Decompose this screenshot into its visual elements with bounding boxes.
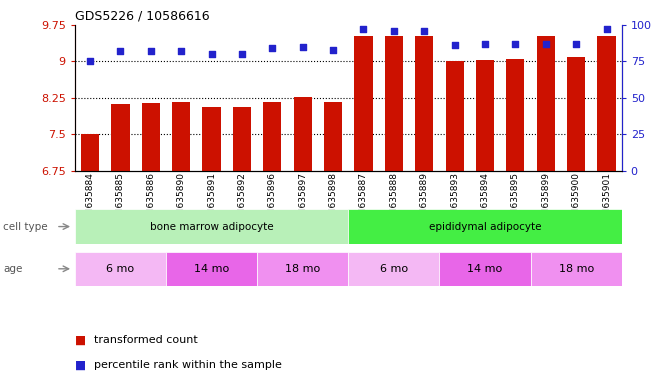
Text: 18 mo: 18 mo [285, 264, 320, 274]
Bar [415, 36, 434, 171]
Bar [445, 61, 464, 171]
Point [480, 41, 490, 47]
Point [298, 44, 308, 50]
Point [267, 45, 277, 51]
Text: 14 mo: 14 mo [467, 264, 503, 274]
Text: transformed count: transformed count [94, 335, 198, 345]
Text: age: age [3, 264, 23, 274]
Point [449, 42, 460, 48]
Point [389, 28, 399, 34]
Text: 14 mo: 14 mo [194, 264, 229, 274]
Text: ■: ■ [75, 358, 86, 371]
Bar [166, 252, 257, 286]
Text: cell type: cell type [3, 222, 48, 232]
Bar [202, 107, 221, 171]
Point [115, 48, 126, 54]
Bar [385, 36, 403, 171]
Bar [324, 102, 342, 171]
Text: 6 mo: 6 mo [380, 264, 408, 274]
Bar [476, 60, 494, 171]
Bar [567, 56, 585, 171]
Bar [81, 134, 99, 171]
Bar [348, 209, 622, 244]
Point [206, 51, 217, 57]
Point [510, 41, 521, 47]
Bar [75, 209, 348, 244]
Bar [598, 36, 616, 171]
Text: ■: ■ [75, 333, 86, 346]
Text: 6 mo: 6 mo [106, 264, 135, 274]
Point [328, 47, 339, 53]
Bar [439, 252, 531, 286]
Text: 18 mo: 18 mo [559, 264, 594, 274]
Point [571, 41, 581, 47]
Bar [531, 252, 622, 286]
Bar [172, 102, 190, 171]
Text: GDS5226 / 10586616: GDS5226 / 10586616 [75, 10, 210, 23]
Bar [354, 36, 372, 171]
Bar [536, 36, 555, 171]
Text: percentile rank within the sample: percentile rank within the sample [94, 360, 283, 370]
Point [85, 58, 95, 65]
Bar [348, 252, 439, 286]
Bar [506, 59, 525, 171]
Point [358, 26, 368, 32]
Bar [75, 252, 166, 286]
Bar [263, 102, 281, 171]
Point [176, 48, 186, 54]
Point [237, 51, 247, 57]
Bar [257, 252, 348, 286]
Bar [294, 97, 312, 171]
Point [602, 26, 612, 32]
Text: epididymal adipocyte: epididymal adipocyte [429, 222, 541, 232]
Text: bone marrow adipocyte: bone marrow adipocyte [150, 222, 273, 232]
Bar [142, 103, 160, 171]
Point [419, 28, 430, 34]
Point [146, 48, 156, 54]
Bar [111, 104, 130, 171]
Point [540, 41, 551, 47]
Bar [233, 107, 251, 171]
